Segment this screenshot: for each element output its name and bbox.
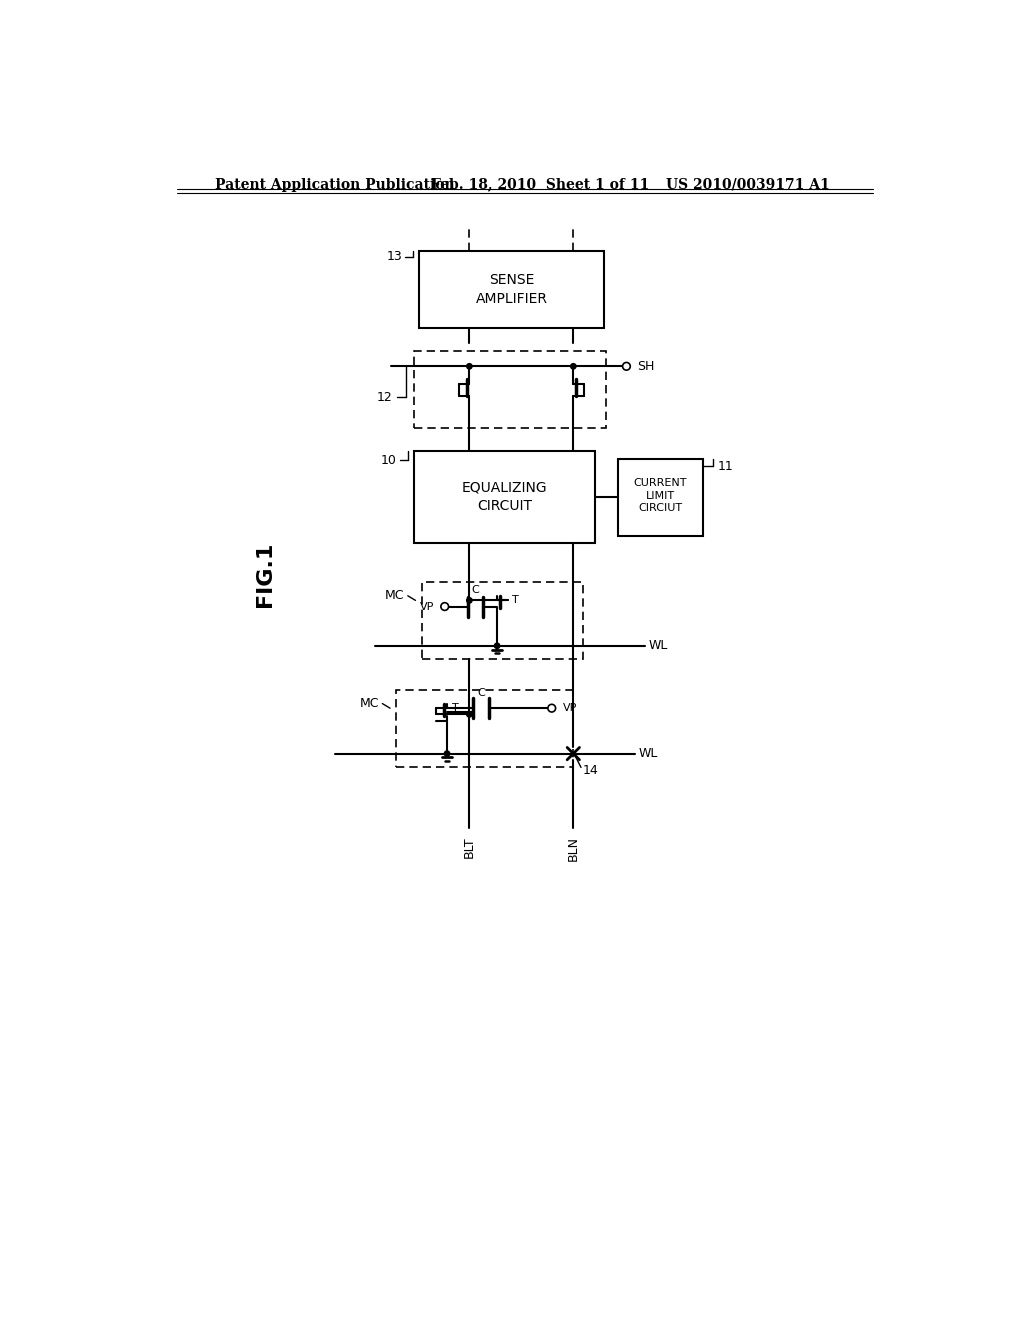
Circle shape bbox=[444, 751, 450, 756]
FancyBboxPatch shape bbox=[396, 689, 573, 767]
Text: Patent Application Publication: Patent Application Publication bbox=[215, 178, 455, 191]
Text: EQUALIZING: EQUALIZING bbox=[462, 480, 547, 495]
Circle shape bbox=[570, 363, 577, 370]
Text: SENSE: SENSE bbox=[489, 273, 535, 286]
Circle shape bbox=[467, 598, 472, 603]
Circle shape bbox=[467, 363, 472, 370]
Circle shape bbox=[467, 711, 472, 717]
Text: CIRCUIT: CIRCUIT bbox=[477, 499, 531, 513]
Text: FIG.1: FIG.1 bbox=[255, 541, 275, 607]
Circle shape bbox=[623, 363, 631, 370]
Circle shape bbox=[548, 705, 556, 711]
Text: Feb. 18, 2010  Sheet 1 of 11: Feb. 18, 2010 Sheet 1 of 11 bbox=[431, 178, 649, 191]
Text: C: C bbox=[472, 585, 479, 594]
Text: MC: MC bbox=[385, 589, 404, 602]
Text: 13: 13 bbox=[387, 251, 402, 264]
Text: VP: VP bbox=[562, 704, 577, 713]
Text: WL: WL bbox=[649, 639, 668, 652]
Text: MC: MC bbox=[359, 697, 379, 710]
Text: T: T bbox=[512, 595, 518, 606]
FancyBboxPatch shape bbox=[617, 459, 702, 536]
FancyBboxPatch shape bbox=[414, 451, 595, 544]
Text: 10: 10 bbox=[381, 454, 397, 467]
Text: T: T bbox=[452, 704, 459, 713]
FancyBboxPatch shape bbox=[422, 582, 584, 659]
Circle shape bbox=[441, 603, 449, 610]
Text: VP: VP bbox=[420, 602, 434, 611]
Text: 14: 14 bbox=[583, 764, 598, 777]
Circle shape bbox=[495, 643, 500, 648]
Text: CURRENT: CURRENT bbox=[634, 478, 687, 488]
Text: 11: 11 bbox=[718, 459, 734, 473]
Text: CIRCIUT: CIRCIUT bbox=[638, 503, 682, 513]
FancyBboxPatch shape bbox=[414, 351, 606, 428]
Text: US 2010/0039171 A1: US 2010/0039171 A1 bbox=[666, 178, 829, 191]
Text: 12: 12 bbox=[377, 391, 392, 404]
Text: WL: WL bbox=[639, 747, 658, 760]
Text: LIMIT: LIMIT bbox=[646, 491, 675, 500]
FancyBboxPatch shape bbox=[419, 251, 604, 327]
Text: SH: SH bbox=[637, 360, 654, 372]
Text: AMPLIFIER: AMPLIFIER bbox=[476, 292, 548, 305]
Text: BLT: BLT bbox=[463, 836, 476, 858]
Text: BLN: BLN bbox=[567, 836, 580, 861]
Text: C: C bbox=[477, 688, 484, 698]
